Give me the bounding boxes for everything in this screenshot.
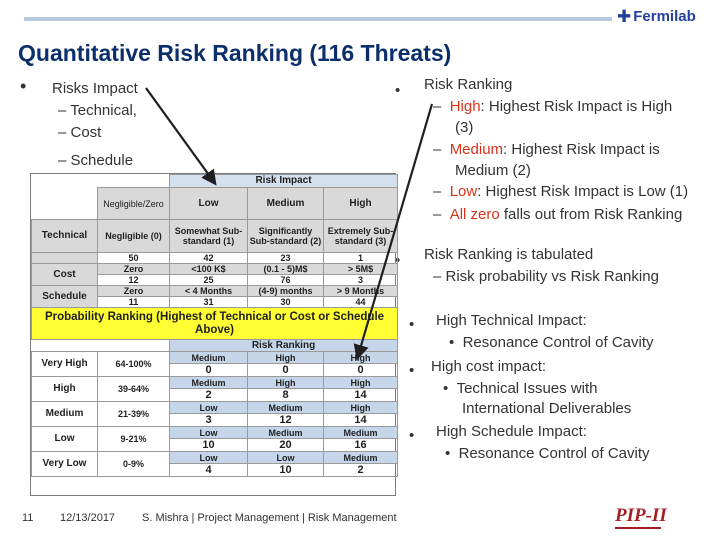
low-label: Low xyxy=(449,183,478,200)
bullet-dot: • xyxy=(409,427,415,444)
bullet-risks-impact: Risks Impact xyxy=(52,80,138,97)
sub-bullet-medium: – Medium: Highest Risk Impact is xyxy=(433,141,660,158)
slide-title: Quantitative Risk Ranking (116 Threats) xyxy=(18,40,452,66)
rank-cell-count: 2 xyxy=(322,463,399,477)
sub-bullet-low: – Low: Highest Risk Impact is Low (1) xyxy=(433,183,689,200)
zero-text: falls out from Risk Ranking xyxy=(499,206,683,223)
header-rule xyxy=(24,17,612,21)
rank-cell-label: Medium xyxy=(247,401,324,414)
fermilab-logo-icon: ✚ xyxy=(617,7,632,26)
arrow-impact-to-table xyxy=(145,87,217,186)
logo-text: Fermilab xyxy=(633,8,696,25)
sub-bullet-schedule-resonance: • Resonance Control of Cavity xyxy=(445,445,650,462)
rank-cell-label: Medium xyxy=(169,376,248,389)
bullet-dot: • xyxy=(395,252,401,269)
rank-cell-label: Medium xyxy=(322,451,399,464)
rank-cell-count: 4 xyxy=(169,463,248,477)
sub-bullet-probability-vs-ranking: – Risk probability vs Risk Ranking xyxy=(433,268,659,285)
impact-col-medium: Medium xyxy=(247,187,324,220)
technical-issues-text: Technical Issues with xyxy=(456,380,598,397)
impact-col-negligible: Negligible/Zero xyxy=(97,187,170,220)
prob-row-label: Low xyxy=(31,426,98,452)
bullet-tabulated: Risk Ranking is tabulated xyxy=(424,246,594,263)
footer-credit: S. Mishra | Project Management | Risk Ma… xyxy=(142,512,397,524)
sub-bullet-all-zero: – All zero falls out from Risk Ranking xyxy=(433,206,683,223)
bullet-high-schedule: High Schedule Impact: xyxy=(436,423,587,440)
zero-label: All zero xyxy=(449,206,500,223)
bullet-dot: • xyxy=(409,316,415,333)
rank-cell-label: Low xyxy=(169,401,248,414)
bullet-risk-ranking: Risk Ranking xyxy=(424,76,513,93)
impact-col-low: Low xyxy=(169,187,248,220)
sub-bullet-high: – High: Highest Risk Impact is High xyxy=(433,98,673,115)
technical-high: Extremely Sub-standard (3) xyxy=(322,219,399,253)
high-label: High xyxy=(449,98,481,115)
arrow-ranking-to-table xyxy=(353,103,434,361)
risk-impact-header: Risk Impact xyxy=(168,174,399,188)
fermilab-logo: ✚ Fermilab xyxy=(617,8,696,25)
row-schedule-label: Schedule xyxy=(31,285,98,308)
bullet-dot: • xyxy=(409,362,415,379)
bullet-dot: • xyxy=(395,82,401,99)
bullet-dot: • xyxy=(20,76,27,96)
rank-cell-label: Low xyxy=(169,426,248,439)
sub-bullet-technical-resonance: • Resonance Control of Cavity xyxy=(449,334,654,351)
medium-label: Medium xyxy=(449,141,504,158)
prob-row-pct: 0-9% xyxy=(97,451,170,477)
low-text: : Highest Risk Impact is Low (1) xyxy=(477,183,689,200)
sub-bullet-schedule: – Schedule xyxy=(58,152,134,169)
medium-text-cont: Medium (2) xyxy=(455,162,531,179)
technical-low: Somewhat Sub-standard (1) xyxy=(169,219,248,253)
footer-date: 12/13/2017 xyxy=(60,512,116,524)
sub-bullet-technical: – Technical, xyxy=(58,102,137,119)
medium-text: : Highest Risk Impact is xyxy=(503,141,660,158)
prob-row-label: High xyxy=(31,376,98,402)
rank-cell-label: Medium xyxy=(322,426,399,439)
cost-low: <100 K$ xyxy=(169,263,248,275)
sub-bullet-technical-issues: • Technical Issues with xyxy=(443,380,598,397)
high-text: : Highest Risk Impact is High xyxy=(480,98,673,115)
technical-medium: Significantly Sub-standard (2) xyxy=(247,219,324,253)
sub-bullet-cost: – Cost xyxy=(58,124,102,141)
prob-row-pct: 21-39% xyxy=(97,401,170,427)
prob-row-label: Very High xyxy=(31,351,98,377)
bullet-high-cost: High cost impact: xyxy=(431,358,547,375)
pip-ii-logo: PIP-II xyxy=(615,505,667,526)
page-number: 11 xyxy=(22,512,34,524)
international-deliverables-text: International Deliverables xyxy=(462,400,632,417)
pip-ii-logo-underline xyxy=(615,527,661,529)
risk-ranking-header: Risk Ranking xyxy=(168,339,399,352)
rank-cell-label: High xyxy=(322,376,399,389)
bullet-high-technical: High Technical Impact: xyxy=(436,312,587,329)
technical-resonance-text: Resonance Control of Cavity xyxy=(462,334,654,351)
schedule-resonance-text: Resonance Control of Cavity xyxy=(458,445,650,462)
rank-cell-label: Medium xyxy=(247,426,324,439)
row-cost-label: Cost xyxy=(31,263,98,286)
rank-cell-label: Low xyxy=(169,451,248,464)
high-text-cont: (3) xyxy=(455,119,474,136)
probability-ranking-header: Probability Ranking (Highest of Technica… xyxy=(30,307,399,340)
technical-negligible: Negligible (0) xyxy=(97,219,170,253)
